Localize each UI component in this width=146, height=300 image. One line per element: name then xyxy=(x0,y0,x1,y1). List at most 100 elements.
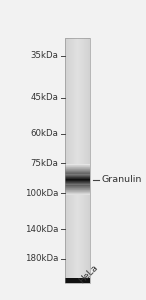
Bar xyxy=(74,38,75,283)
Bar xyxy=(71,38,72,283)
Bar xyxy=(65,180,90,181)
Bar xyxy=(80,38,81,283)
Bar xyxy=(65,173,90,174)
Bar xyxy=(67,38,68,283)
Bar xyxy=(65,177,90,178)
Bar xyxy=(65,172,90,173)
Bar xyxy=(65,183,90,184)
Bar xyxy=(65,187,90,188)
Bar xyxy=(65,194,90,195)
Bar xyxy=(65,182,90,183)
Bar xyxy=(65,180,90,181)
Bar xyxy=(65,176,90,177)
Bar xyxy=(65,177,90,178)
Bar xyxy=(65,182,90,183)
Bar xyxy=(65,278,90,283)
Bar xyxy=(65,194,90,195)
Bar xyxy=(65,181,90,182)
Bar xyxy=(66,38,67,283)
Bar xyxy=(65,175,90,176)
Bar xyxy=(65,172,90,173)
Bar xyxy=(65,171,90,172)
Bar xyxy=(69,38,70,283)
Bar xyxy=(65,175,90,176)
Bar xyxy=(65,192,90,193)
Bar xyxy=(65,191,90,192)
Text: 140kDa: 140kDa xyxy=(25,225,58,234)
Bar xyxy=(72,38,73,283)
Bar xyxy=(87,38,88,283)
Bar xyxy=(65,38,90,283)
Bar xyxy=(76,38,77,283)
Bar xyxy=(73,38,74,283)
Bar xyxy=(65,170,90,171)
Bar xyxy=(85,38,86,283)
Bar xyxy=(65,176,90,177)
Text: 100kDa: 100kDa xyxy=(25,189,58,198)
Bar xyxy=(65,187,90,188)
Bar xyxy=(65,188,90,189)
Bar xyxy=(65,190,90,191)
Bar xyxy=(70,38,71,283)
Bar xyxy=(84,38,85,283)
Bar xyxy=(65,181,90,182)
Bar xyxy=(65,182,90,183)
Bar xyxy=(88,38,89,283)
Bar xyxy=(65,184,90,185)
Bar xyxy=(65,174,90,175)
Text: Granulin: Granulin xyxy=(102,176,142,184)
Bar xyxy=(65,189,90,190)
Bar xyxy=(65,179,90,180)
Bar xyxy=(65,169,90,170)
Bar xyxy=(65,184,90,185)
Bar xyxy=(65,183,90,184)
Bar xyxy=(82,38,83,283)
Bar xyxy=(65,186,90,187)
Bar xyxy=(65,193,90,194)
Bar xyxy=(77,38,78,283)
Bar xyxy=(89,38,90,283)
Bar xyxy=(75,38,76,283)
Text: 180kDa: 180kDa xyxy=(25,254,58,263)
Bar xyxy=(65,179,90,180)
Bar xyxy=(68,38,69,283)
Text: HeLa: HeLa xyxy=(78,263,100,286)
Bar xyxy=(65,169,90,170)
Text: 45kDa: 45kDa xyxy=(30,93,58,102)
Text: 60kDa: 60kDa xyxy=(30,129,58,138)
Bar xyxy=(65,181,90,182)
Bar xyxy=(65,183,90,184)
Bar xyxy=(65,185,90,186)
Bar xyxy=(65,184,90,185)
Bar xyxy=(65,178,90,179)
Bar xyxy=(78,38,79,283)
Bar xyxy=(65,174,90,175)
Bar xyxy=(65,164,90,165)
Bar xyxy=(65,171,90,172)
Bar xyxy=(65,167,90,168)
Bar xyxy=(65,192,90,193)
Bar xyxy=(65,177,90,178)
Bar xyxy=(65,179,90,180)
Bar xyxy=(81,38,82,283)
Bar xyxy=(65,186,90,187)
Bar xyxy=(65,190,90,191)
Bar xyxy=(65,189,90,190)
Bar xyxy=(65,38,66,283)
Bar xyxy=(65,177,90,178)
Bar xyxy=(65,176,90,177)
Bar xyxy=(65,183,90,184)
Bar xyxy=(65,178,90,179)
Text: 75kDa: 75kDa xyxy=(30,159,58,168)
Bar xyxy=(65,178,90,179)
Bar xyxy=(65,165,90,166)
Bar xyxy=(65,188,90,189)
Bar xyxy=(65,182,90,183)
Bar xyxy=(65,174,90,175)
Bar xyxy=(65,180,90,181)
Bar xyxy=(65,164,90,165)
Bar xyxy=(65,185,90,186)
Bar xyxy=(65,165,90,166)
Bar xyxy=(65,193,90,194)
Bar xyxy=(65,168,90,169)
